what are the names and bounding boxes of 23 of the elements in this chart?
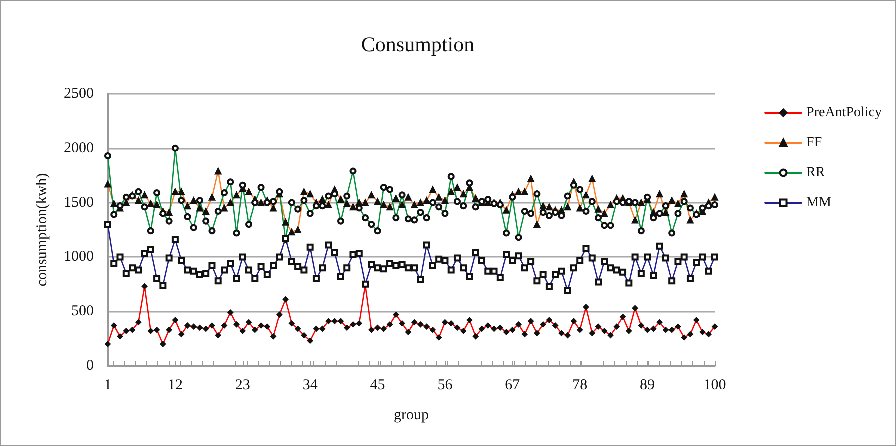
x-tick-label: 89 — [640, 378, 656, 394]
x-tick-label: 56 — [438, 378, 454, 394]
x-tick-label: 100 — [704, 378, 726, 394]
chart-title: Consumption — [361, 32, 476, 56]
x-tick-label: 23 — [235, 378, 250, 394]
y-tick-label: 500 — [72, 304, 94, 320]
x-axis-title: group — [394, 408, 429, 424]
x-tick-label: 12 — [168, 378, 183, 394]
y-tick-label: 2000 — [64, 140, 94, 156]
y-tick-label: 0 — [86, 358, 94, 374]
legend-label: FF — [806, 136, 822, 150]
x-tick-label: 67 — [505, 378, 521, 394]
legend-label: PreAntPolicy — [806, 106, 882, 120]
y-axis-title: consumption(kwh) — [34, 173, 50, 287]
y-tick-label: 1000 — [64, 249, 94, 266]
legend-label: MM — [806, 196, 832, 210]
x-tick-label: 45 — [370, 378, 386, 394]
y-tick-label: 1500 — [64, 194, 94, 211]
legend-label: RR — [806, 166, 826, 180]
x-tick-label: 1 — [104, 378, 112, 394]
y-tick-label: 2500 — [64, 86, 94, 102]
x-tick-label: 34 — [302, 378, 318, 394]
x-tick-label: 78 — [572, 378, 588, 394]
